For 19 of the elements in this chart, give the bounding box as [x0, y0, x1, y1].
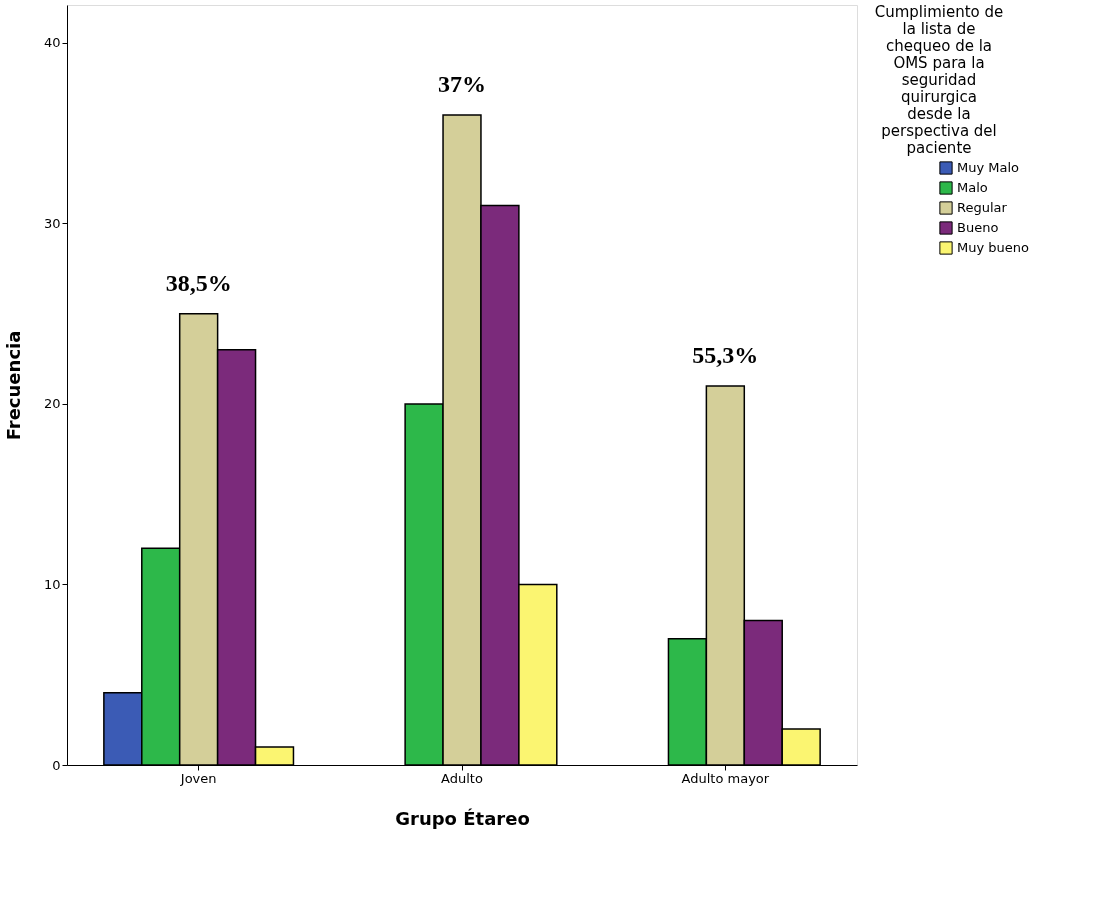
y-tick-label: 10 [43, 576, 61, 592]
legend-label: Muy bueno [957, 240, 1030, 255]
legend-label: Muy Malo [957, 160, 1020, 175]
text: Cumplimiento de la lista de chequeo de la OMS para la seguridad quirurgica desde la perspectiva del paciente [874, 3, 1004, 157]
x-tick-label: Joven [179, 770, 217, 786]
legend-label: Regular [957, 200, 1008, 215]
y-tick-label: 0 [52, 757, 61, 773]
legend-label: Bueno [957, 220, 999, 235]
y-tick-label: 30 [43, 215, 61, 231]
legend-label: Malo [957, 180, 988, 195]
x-tick-label: Adulto [441, 770, 483, 786]
y-axis-title: Frecuencia [2, 330, 24, 441]
x-axis-title: Grupo Étareo [395, 807, 530, 829]
annotation: 37% [438, 71, 486, 98]
y-tick-label: 20 [43, 396, 61, 412]
y-tick-label: 40 [43, 35, 61, 51]
x-tick-label: Adulto mayor [681, 770, 770, 786]
annotation: 38,5% [165, 269, 232, 296]
annotation: 55,3% [692, 341, 759, 368]
